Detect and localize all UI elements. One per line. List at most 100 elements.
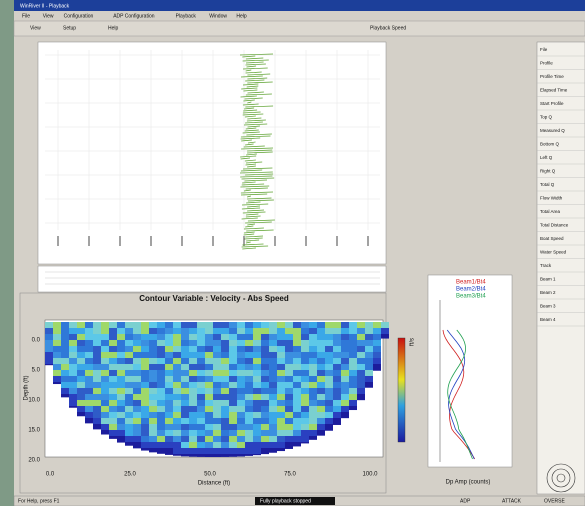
contour-cell bbox=[85, 418, 93, 424]
contour-cell bbox=[269, 382, 277, 388]
contour-cell bbox=[173, 424, 181, 430]
contour-cell bbox=[197, 382, 205, 388]
menu-item[interactable]: Window bbox=[209, 13, 227, 19]
status-indicator: ADP bbox=[460, 498, 471, 504]
contour-cell bbox=[245, 364, 253, 370]
contour-cell bbox=[93, 394, 101, 400]
contour-cell bbox=[365, 358, 373, 364]
contour-cell bbox=[109, 388, 117, 394]
contour-cell bbox=[117, 430, 125, 436]
contour-cell bbox=[253, 322, 261, 328]
contour-cell bbox=[373, 328, 381, 334]
contour-cell bbox=[293, 358, 301, 364]
contour-cell bbox=[253, 430, 261, 436]
contour-cell bbox=[77, 370, 85, 376]
contour-cell bbox=[253, 412, 261, 418]
contour-cell bbox=[261, 442, 269, 448]
contour-cell bbox=[317, 328, 325, 334]
contour-cell bbox=[125, 376, 133, 382]
contour-cell bbox=[277, 358, 285, 364]
contour-cell bbox=[205, 388, 213, 394]
profile-line bbox=[442, 329, 476, 460]
contour-cell bbox=[229, 352, 237, 358]
contour-cell bbox=[373, 346, 381, 352]
contour-cell bbox=[301, 376, 309, 382]
contour-cell bbox=[93, 358, 101, 364]
contour-cell bbox=[165, 442, 173, 448]
contour-cell bbox=[349, 340, 357, 346]
contour-cell bbox=[45, 346, 53, 352]
menu-item[interactable]: File bbox=[22, 13, 30, 19]
contour-cell bbox=[125, 406, 133, 412]
contour-cell bbox=[285, 424, 293, 430]
contour-cell bbox=[293, 430, 301, 436]
contour-cell bbox=[77, 394, 85, 400]
menu-item[interactable]: ADP Configuration bbox=[113, 13, 155, 19]
contour-cell bbox=[205, 394, 213, 400]
contour-cell bbox=[205, 454, 213, 457]
contour-cell bbox=[245, 370, 253, 376]
contour-cell bbox=[141, 376, 149, 382]
contour-cell bbox=[85, 322, 93, 328]
contour-cell bbox=[229, 424, 237, 430]
contour-cell bbox=[277, 376, 285, 382]
contour-cell bbox=[365, 382, 373, 388]
contour-cell bbox=[213, 322, 221, 328]
contour-cell bbox=[149, 412, 157, 418]
menu-item[interactable]: Playback bbox=[176, 13, 197, 19]
menu-item[interactable]: View bbox=[43, 13, 54, 19]
contour-cell bbox=[69, 352, 77, 358]
contour-cell bbox=[181, 352, 189, 358]
contour-cell bbox=[205, 382, 213, 388]
contour-cell bbox=[317, 394, 325, 400]
contour-cell bbox=[85, 400, 93, 406]
contour-cell bbox=[189, 448, 197, 454]
contour-cell bbox=[213, 352, 221, 358]
contour-cell bbox=[157, 388, 165, 394]
contour-cell bbox=[189, 364, 197, 370]
contour-cell bbox=[341, 394, 349, 400]
contour-cell bbox=[285, 418, 293, 424]
contour-cell bbox=[157, 406, 165, 412]
contour-cell bbox=[141, 340, 149, 346]
contour-cell bbox=[213, 406, 221, 412]
contour-cell bbox=[325, 400, 333, 406]
side-row-label: Elapsed Time bbox=[540, 88, 568, 93]
contour-cell bbox=[101, 412, 109, 418]
contour-cell bbox=[309, 388, 317, 394]
contour-cell bbox=[101, 424, 109, 430]
contour-cell bbox=[133, 328, 141, 334]
contour-cell bbox=[165, 430, 173, 436]
contour-cell bbox=[165, 370, 173, 376]
toolbar-button[interactable]: Help bbox=[108, 25, 119, 31]
contour-cell bbox=[141, 418, 149, 424]
contour-cell bbox=[109, 394, 117, 400]
contour-cell bbox=[293, 370, 301, 376]
contour-cell bbox=[173, 334, 181, 340]
contour-cell bbox=[245, 418, 253, 424]
contour-cell bbox=[357, 352, 365, 358]
contour-cell bbox=[133, 442, 141, 448]
contour-cell bbox=[325, 352, 333, 358]
toolbar-button[interactable]: Setup bbox=[63, 25, 76, 31]
contour-cell bbox=[261, 328, 269, 334]
contour-cell bbox=[45, 322, 53, 328]
toolbar-button[interactable]: View bbox=[30, 25, 41, 31]
contour-cell bbox=[229, 346, 237, 352]
contour-cell bbox=[85, 394, 93, 400]
contour-cell bbox=[157, 322, 165, 328]
contour-cell bbox=[253, 418, 261, 424]
contour-cell bbox=[253, 406, 261, 412]
contour-cell bbox=[173, 322, 181, 328]
contour-cell bbox=[277, 352, 285, 358]
menu-item[interactable]: Configuration bbox=[64, 13, 94, 19]
contour-cell bbox=[261, 394, 269, 400]
contour-cell bbox=[109, 358, 117, 364]
contour-cell bbox=[229, 388, 237, 394]
contour-cell bbox=[141, 334, 149, 340]
contour-cell bbox=[293, 418, 301, 424]
contour-cell bbox=[117, 346, 125, 352]
menu-item[interactable]: Help bbox=[236, 13, 247, 19]
contour-cell bbox=[237, 334, 245, 340]
contour-cell bbox=[117, 400, 125, 406]
